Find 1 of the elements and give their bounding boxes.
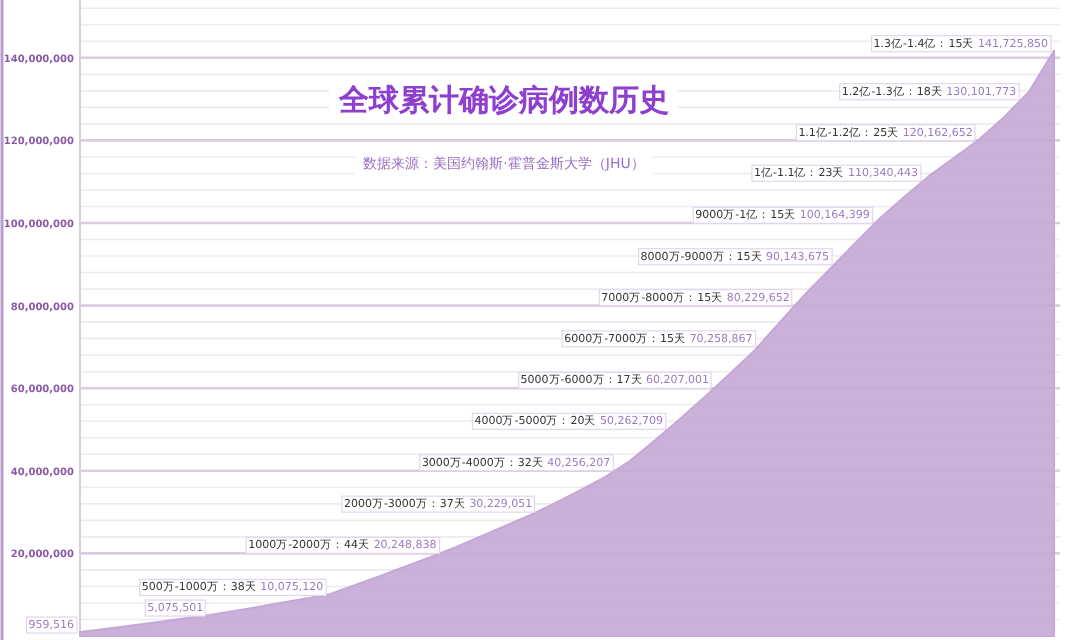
- text: 全球累计确诊病例数历史: [337, 82, 669, 118]
